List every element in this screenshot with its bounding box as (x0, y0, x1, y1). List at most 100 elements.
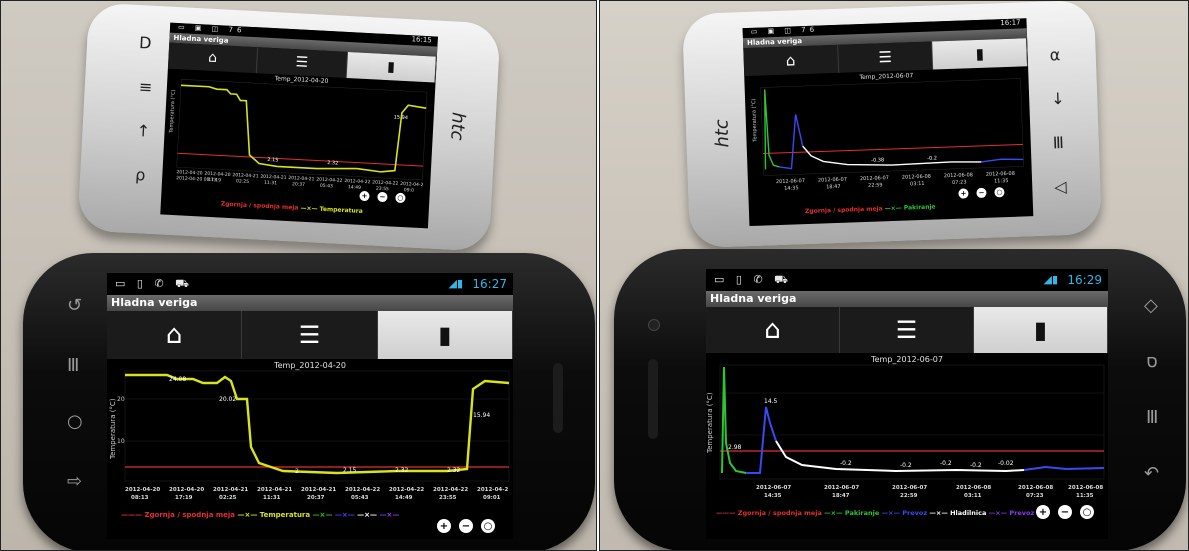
zoom-in-button[interactable]: + (437, 519, 451, 533)
y-axis-label: Temperatura (°C) (109, 398, 117, 460)
x-tick-label: 03:11 (910, 181, 925, 187)
tab-chart[interactable]: ▮ (346, 51, 437, 83)
x-tick-label: 11:35 (994, 178, 1009, 184)
hw-key-menu[interactable]: Ⅲ (67, 355, 80, 376)
x-tick-label: 2012-04-21 (301, 487, 336, 493)
bar-chart-icon: ▮ (975, 44, 985, 64)
data-label: -0.2 (970, 462, 982, 469)
zoom-controls: + − ○ (437, 519, 495, 533)
x-tick-label: 14:49 (395, 495, 413, 501)
tab-home[interactable]: ⌂ (743, 44, 839, 77)
htc-logo: htc (711, 118, 734, 148)
zoom-in-button[interactable]: + (1036, 505, 1050, 519)
legend-hladilnica: Hladilnica (950, 509, 987, 517)
list-icon: ☰ (878, 47, 893, 67)
tab-home[interactable]: ⌂ (107, 311, 243, 359)
hw-key-menu[interactable]: Ⅲ (1146, 407, 1159, 428)
hw-key-menu[interactable]: ≡ (138, 77, 153, 97)
tab-list[interactable]: ☰ (837, 41, 934, 73)
legend-limit: Zgornja / spodnja meja (804, 205, 883, 216)
x-tick-label: 2012-04-22 (389, 487, 424, 493)
data-label: 2.15 (267, 157, 278, 164)
zoom-controls: + − ○ (1036, 505, 1094, 519)
zoom-in-button[interactable]: + (958, 188, 969, 199)
temperature-chart: Temperatura (°C) 2.98 14.5 -0.2 -0.2 -0.… (706, 364, 1105, 499)
zoom-out-button[interactable]: − (1058, 505, 1072, 519)
x-tick-label: 2012-04-22 (316, 177, 343, 184)
data-label: -0.2 (840, 460, 852, 467)
x-tick-labels: 2012-04-20 2012-04-20 2012-04-21 2012-04… (176, 169, 424, 194)
hw-key-search[interactable]: α (1049, 45, 1061, 65)
x-tick-label: 22:59 (900, 493, 918, 499)
home-icon: ⌂ (165, 320, 183, 350)
hw-key-back[interactable]: ↺ (67, 295, 83, 316)
y-axis-label: Temperatura (°C) (168, 89, 176, 134)
x-tick-label: 2012-06-08 (956, 485, 991, 491)
zoom-in-button[interactable]: + (359, 190, 370, 202)
x-tick-label: 2012-04-21 (288, 175, 315, 182)
hw-key-search[interactable]: ס (1146, 351, 1158, 372)
zoom-reset-button[interactable]: ○ (994, 187, 1005, 198)
series-prevoz (746, 406, 777, 474)
tab-chart[interactable]: ▮ (974, 307, 1108, 353)
x-tick-label: 2012-06-07 (818, 177, 847, 184)
htc-phone: D ≡ ↑ ρ htc ▭ ▣ ◫ 76 16:15 Hladna veriga… (77, 2, 501, 252)
hw-key-home[interactable]: D (138, 33, 153, 53)
chart-title: Temp_2012-06-07 (871, 355, 943, 364)
x-tick-label: 2012-04-2 (477, 487, 509, 493)
home-icon: ⌂ (207, 49, 218, 67)
nexus-screen: ▭ ▯ ✆ ⛟ ◢▮ 16:29 Hladna veriga ⌂ ☰ ▮ Tem… (706, 269, 1108, 539)
tab-chart[interactable]: ▮ (377, 311, 513, 359)
notification-icons: ▭ ▯ ✆ ⛟ (115, 277, 193, 290)
hw-key-home[interactable]: ◁ (1053, 176, 1067, 197)
tab-list[interactable]: ☰ (242, 311, 378, 359)
hw-key-back[interactable]: ↑ (136, 121, 151, 141)
x-tick-label: 2012-06-08 (1018, 485, 1053, 491)
app-title-bar: Hladna veriga (107, 295, 513, 311)
legend-limit: Zgornja / spodnja meja (737, 509, 822, 517)
x-tick-label: 2012-06-07 (756, 485, 791, 491)
data-label: 2 (295, 468, 299, 475)
data-label: 2.32 (395, 467, 409, 474)
legend-prevoz: Prevoz (902, 509, 928, 517)
x-tick-label: 09:0 (404, 187, 415, 194)
status-clock: 16:15 (411, 35, 432, 45)
hw-key-home[interactable]: ◇ (1144, 295, 1158, 316)
tab-list[interactable]: ☰ (257, 47, 348, 78)
tab-home[interactable]: ⌂ (167, 42, 259, 74)
zoom-reset-button[interactable]: ○ (1080, 505, 1094, 519)
x-tick-label: 2012-04-21 (232, 172, 259, 179)
nexus-phone: ↺ Ⅲ ○ ⇨ ▭ ▯ ✆ ⛟ ◢▮ 16:27 Hladna veriga ⌂… (23, 253, 595, 550)
zoom-out-button[interactable]: − (976, 187, 987, 199)
zoom-out-button[interactable]: − (377, 191, 388, 203)
data-label: -0.2 (940, 460, 952, 467)
x-tick-label: 05:43 (351, 495, 369, 501)
hw-key-menu[interactable]: Ⅲ (1052, 133, 1065, 153)
list-icon: ☰ (298, 321, 321, 349)
hw-key-search[interactable]: ρ (134, 165, 146, 185)
bar-chart-icon: ▮ (386, 59, 396, 76)
x-tick-label: 2012-06-08 (986, 171, 1015, 178)
series-hladilnica (775, 440, 1025, 473)
tab-home[interactable]: ⌂ (706, 307, 840, 353)
nexus-screen: ▭ ▯ ✆ ⛟ ◢▮ 16:27 Hladna veriga ⌂ ☰ ▮ Tem… (107, 273, 513, 539)
x-tick-label: 2012-04-22 (433, 487, 468, 493)
tab-chart[interactable]: ▮ (932, 38, 1029, 70)
hw-key-recent[interactable]: ⇨ (67, 471, 83, 492)
data-label: -0.2 (900, 462, 912, 469)
htc-phone: htc α ↓ Ⅲ ◁ ▭ ▣ ◫ 76 16:17 Hladna veriga… (682, 1, 1102, 249)
zoom-reset-button[interactable]: ○ (481, 519, 495, 533)
x-tick-label: 2012-04-20 (125, 487, 160, 493)
hw-key-search[interactable]: ○ (67, 411, 83, 432)
hw-key-back[interactable]: ↓ (1050, 88, 1065, 109)
zoom-out-button[interactable]: − (459, 519, 473, 533)
htc-screen: ▭ ▣ ◫ 76 16:17 Hladna veriga ⌂ ☰ ▮ Temp_… (742, 18, 1034, 227)
status-bar: ▭ ▯ ✆ ⛟ ◢▮ 16:29 (706, 269, 1108, 291)
zoom-reset-button[interactable]: ○ (395, 192, 406, 204)
tab-bar: ⌂ ☰ ▮ (706, 307, 1108, 353)
series-temperatura (180, 84, 427, 173)
tab-list[interactable]: ☰ (840, 307, 974, 353)
data-label: 2.32 (447, 467, 461, 474)
x-tick-label: 14:49 (348, 184, 361, 191)
hw-key-back[interactable]: ↶ (1144, 463, 1160, 484)
